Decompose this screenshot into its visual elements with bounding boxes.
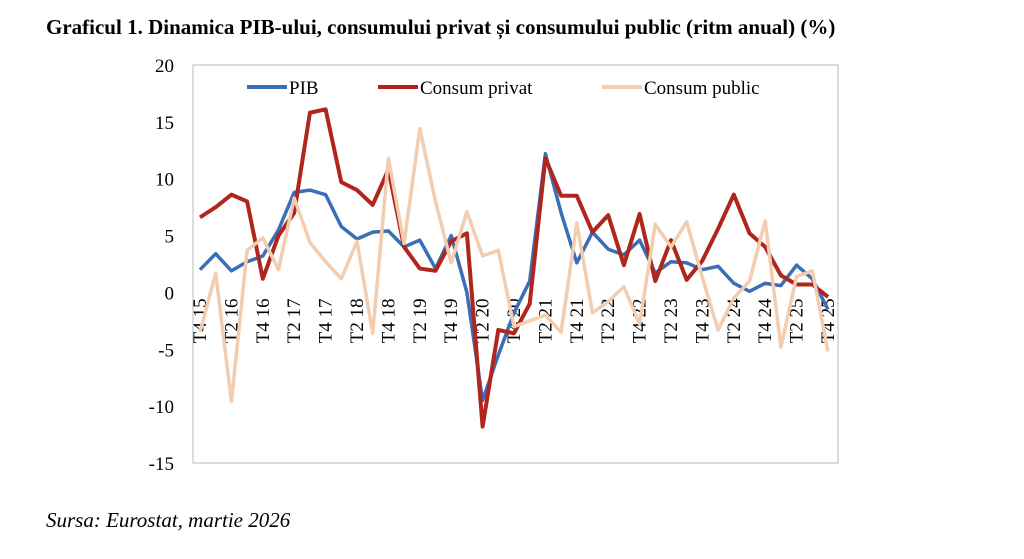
x-tick-label: T4 17 bbox=[316, 298, 337, 343]
x-tick-label: T4 19 bbox=[441, 298, 462, 343]
source-note: Sursa: Eurostat, martie 2026 bbox=[46, 508, 291, 532]
legend-label: Consum public bbox=[644, 78, 760, 99]
y-tick-label: 15 bbox=[155, 113, 174, 134]
y-tick-label: 20 bbox=[155, 56, 174, 77]
x-tick-label: T2 23 bbox=[661, 298, 682, 343]
x-tick-label: T4 18 bbox=[378, 298, 399, 343]
x-tick-label: T2 21 bbox=[535, 298, 556, 343]
y-tick-label: 0 bbox=[165, 283, 175, 304]
y-tick-label: -5 bbox=[158, 340, 174, 361]
plot-area bbox=[192, 64, 839, 464]
x-tick-label: T4 21 bbox=[567, 298, 588, 343]
x-tick-label: T2 24 bbox=[724, 298, 745, 343]
x-tick-label: T4 16 bbox=[253, 298, 274, 343]
x-tick-label: T2 25 bbox=[787, 298, 808, 343]
x-tick-label: T2 20 bbox=[473, 298, 494, 343]
y-tick-label: -10 bbox=[149, 397, 174, 418]
legend-label: Consum privat bbox=[420, 78, 533, 99]
x-tick-label: T4 24 bbox=[755, 298, 776, 343]
series-line bbox=[198, 107, 830, 429]
chart-title: Graficul 1. Dinamica PIB-ului, consumulu… bbox=[46, 15, 835, 40]
y-tick-label: -15 bbox=[149, 454, 174, 475]
y-tick-label: 5 bbox=[165, 227, 175, 248]
x-tick-label: T2 19 bbox=[410, 298, 431, 343]
x-tick-label: T2 17 bbox=[284, 298, 305, 343]
y-tick-label: 10 bbox=[155, 170, 174, 191]
x-tick-label: T2 22 bbox=[598, 298, 619, 343]
series-line bbox=[198, 126, 830, 404]
series-line bbox=[198, 151, 830, 403]
legend-label: PIB bbox=[289, 78, 319, 99]
x-tick-label: T4 23 bbox=[692, 298, 713, 343]
x-tick-label: T2 18 bbox=[347, 298, 368, 343]
